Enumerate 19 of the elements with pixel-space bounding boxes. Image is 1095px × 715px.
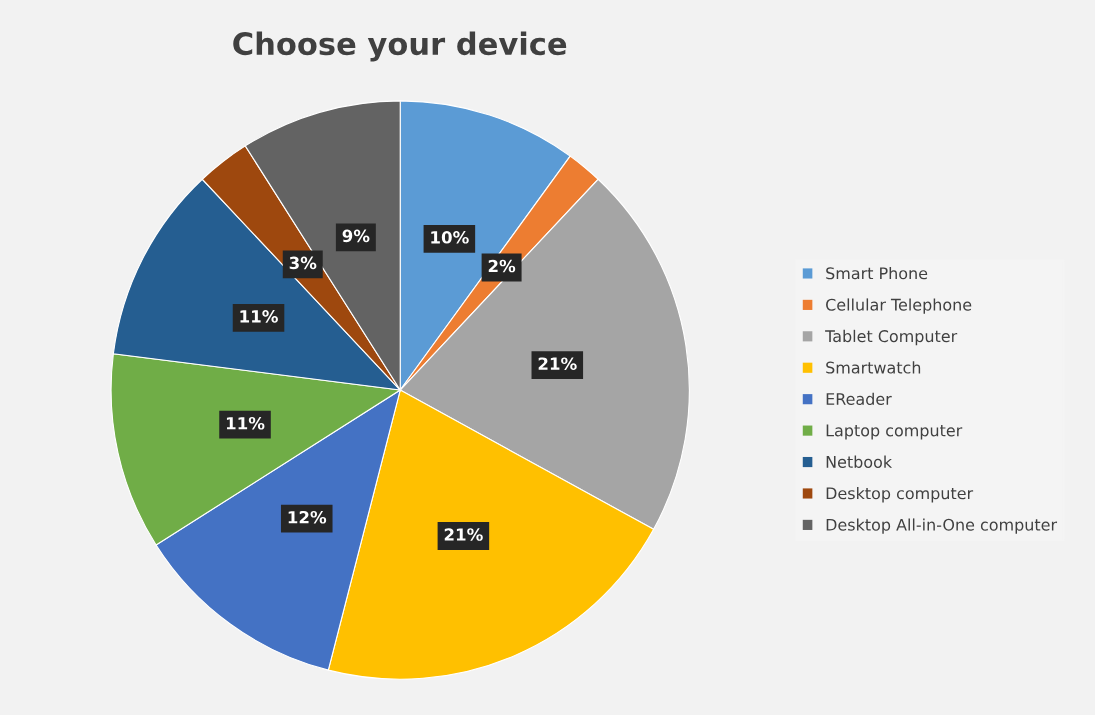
legend-label: Cellular Telephone <box>826 298 972 314</box>
legend-label: Laptop computer <box>826 424 963 440</box>
data-label: 10% <box>431 231 469 244</box>
legend-label: Desktop computer <box>826 486 974 503</box>
legend-label: EReader <box>826 392 892 406</box>
legend-label: Tablet Computer <box>825 329 958 346</box>
legend-label: Netbook <box>826 455 893 468</box>
chart-title: Choose your device <box>233 31 567 62</box>
data-label: 12% <box>288 510 327 524</box>
legend-label: Smartwatch <box>826 361 921 374</box>
legend-label: Smart Phone <box>826 266 928 280</box>
data-label: 21% <box>538 357 577 370</box>
data-label: 11% <box>240 310 278 323</box>
data-label: 11% <box>226 416 265 430</box>
data-label: 3% <box>289 256 317 270</box>
data-label: 9% <box>342 229 370 243</box>
data-label: 2% <box>488 259 516 273</box>
legend-label: Desktop All-in-One computer <box>826 518 1058 534</box>
data-label: 21% <box>444 528 483 541</box>
